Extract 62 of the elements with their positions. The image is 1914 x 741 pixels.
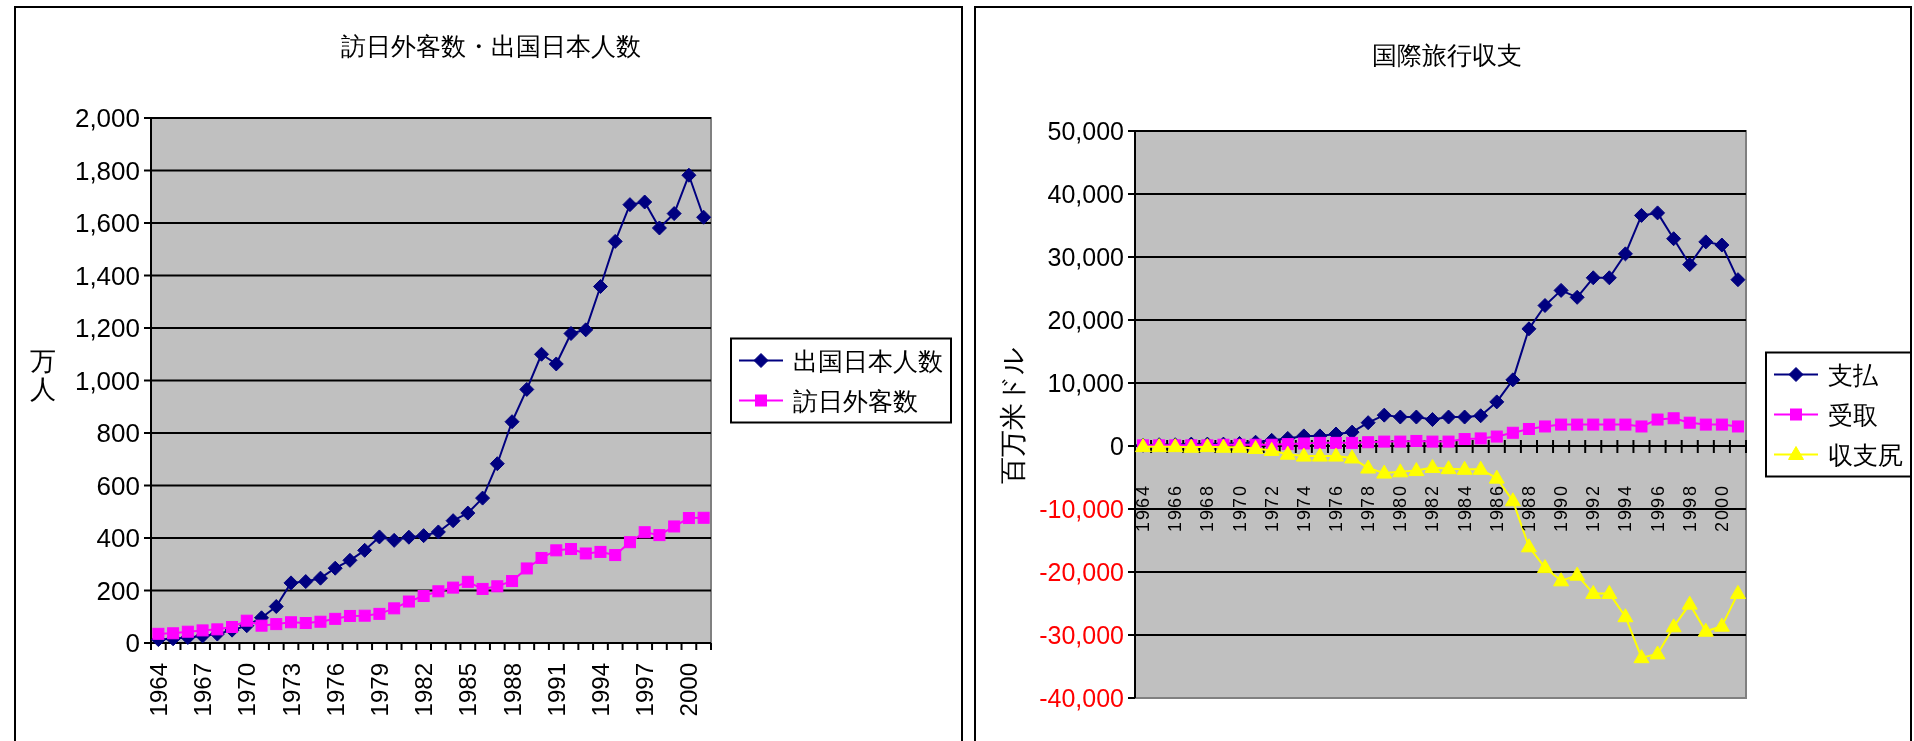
y-tick-label: 30,000 [1047,243,1124,271]
y-axis-title: 万人 [30,346,56,404]
x-tick-label: 1997 [631,663,659,717]
y-tick-label: 1,200 [74,313,140,343]
x-tick-label: 2000 [675,663,703,717]
y-tick-label: -40,000 [1039,684,1124,712]
y-tick-label: 50,000 [1047,117,1124,145]
y-tick-label: 0 [1110,432,1124,460]
x-tick-label: 1974 [1293,484,1314,533]
legend-label: 訪日外客数 [793,386,918,415]
x-tick-label: 1970 [1229,484,1250,533]
x-tick-label: 1996 [1647,484,1668,533]
chart-title: 国際旅行収支 [1372,41,1522,69]
legend-label: 収支尻 [1828,440,1903,469]
y-tick-label: 1,800 [74,155,140,186]
legend-label: 支払 [1828,360,1879,389]
x-tick-label: 1970 [233,663,261,717]
x-tick-label: 1964 [1133,484,1154,533]
y-tick-label: 1,600 [74,208,140,238]
x-tick-label: 2000 [1711,484,1732,533]
x-tick-label: 1967 [189,663,217,717]
y-tick-label: 40,000 [1047,180,1124,208]
legend-label: 出国日本人数 [793,346,943,375]
x-tick-label: 1966 [1165,484,1186,533]
y-tick-label: 1,400 [74,260,140,291]
y-axis-title: 百万米ドル [998,346,1028,484]
y-tick-label: -30,000 [1039,621,1124,649]
x-tick-label: 1994 [586,663,614,717]
x-tick-label: 1988 [1518,484,1539,533]
y-tick-label: 200 [96,575,140,606]
y-tick-label: 1,000 [74,365,140,396]
chart-title: 訪日外客数・出国日本人数 [341,32,641,60]
x-tick-label: 1985 [454,663,482,717]
x-tick-label: 1998 [1679,484,1700,533]
x-tick-label: 1988 [498,663,526,717]
x-tick-label: 1964 [144,663,172,717]
x-tick-label: 1976 [321,663,349,717]
y-tick-label: 400 [96,523,140,553]
y-tick-label: 0 [125,628,140,658]
x-tick-label: 1980 [1390,484,1411,533]
x-tick-label: 1972 [1261,484,1282,533]
y-tick-label: 20,000 [1047,306,1124,334]
y-tick-label: -20,000 [1039,558,1124,586]
x-tick-label: 1979 [365,663,393,717]
x-tick-label: 1976 [1325,484,1346,533]
y-tick-label: 600 [96,470,140,501]
y-tick-label: -10,000 [1039,495,1124,523]
x-tick-label: 1990 [1551,484,1572,533]
x-tick-label: 1973 [277,663,305,717]
x-tick-label: 1968 [1197,484,1218,533]
x-tick-label: 1982 [1422,484,1443,533]
y-tick-label: 2,000 [74,103,140,133]
legend-label: 受取 [1828,400,1878,429]
y-tick-label: 10,000 [1047,369,1124,397]
x-tick-label: 1984 [1454,484,1475,533]
x-tick-label: 1978 [1358,484,1379,533]
x-tick-label: 1994 [1615,484,1636,533]
x-tick-label: 1982 [410,663,438,717]
x-tick-label: 1992 [1583,484,1604,533]
y-tick-label: 800 [96,418,140,448]
x-tick-label: 1991 [542,663,570,717]
x-tick-label: 1986 [1486,484,1507,533]
